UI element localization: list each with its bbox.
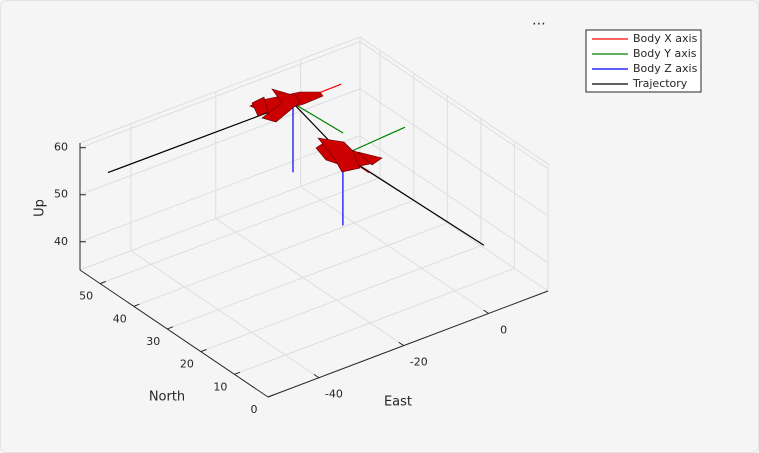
grid-line: [215, 218, 405, 347]
grid-line: [133, 199, 414, 307]
z-tick-label: 50: [54, 188, 68, 201]
legend-label: Body X axis: [633, 32, 698, 45]
y-tick: [234, 371, 241, 375]
grid-line: [359, 41, 549, 170]
aircraft-wing: [261, 88, 301, 123]
y-tick-label: 10: [213, 380, 227, 393]
z-tick-label: 60: [54, 141, 68, 154]
aircraft: [249, 88, 383, 173]
y-tick-label: 20: [180, 358, 194, 371]
grid-line: [234, 267, 515, 375]
y-tick-label: 50: [79, 290, 93, 303]
y-tick-label: 40: [113, 312, 127, 325]
grid-line: [79, 88, 361, 196]
box-edge: [79, 163, 361, 271]
series-line: [107, 102, 485, 246]
grid-line: [200, 245, 482, 353]
x-axis-label: East: [384, 395, 412, 410]
legend-label: Trajectory: [632, 77, 688, 90]
x-tick-label: -40: [325, 388, 343, 401]
y-tick-label: 0: [251, 403, 258, 416]
axes-layer: -40 -20 0 0 10 20 30 40 50 40 50 60 East North Up: [33, 36, 549, 416]
x-axis-line: [267, 290, 549, 398]
grid-line: [359, 135, 549, 264]
grid-line: [167, 222, 448, 330]
legend-label: Body Z axis: [633, 62, 698, 75]
box-edge: [359, 36, 549, 165]
lines-layer: [107, 83, 485, 246]
x-tick: [398, 341, 405, 347]
legend-box: [585, 29, 702, 93]
box-edge: [79, 36, 361, 144]
grid-line: [79, 135, 361, 243]
x-tick: [483, 309, 489, 314]
x-tick: [313, 373, 320, 379]
y-tick-label: 30: [146, 335, 160, 348]
box-edge: [359, 163, 549, 292]
grid-line: [130, 250, 320, 379]
z-axis-label: Up: [33, 199, 48, 217]
x-tick-label: -20: [410, 356, 428, 369]
x-tick-label: 0: [500, 323, 507, 336]
grid-line: [79, 41, 361, 149]
aircraft-tail: [251, 96, 269, 117]
y-axis-line: [79, 269, 269, 398]
y-tick: [133, 303, 140, 307]
legend-label: Body Y axis: [633, 47, 697, 60]
toolbar-menu[interactable]: ⋯: [532, 16, 546, 32]
grid-line: [359, 88, 549, 217]
grid-line: [99, 177, 381, 285]
y-tick: [200, 349, 207, 353]
grid-line: [300, 186, 489, 314]
aircraft-wing: [317, 137, 361, 173]
z-tick-label: 40: [54, 235, 68, 248]
legend: Body X axis Body Y axis Body Z axis Traject…: [585, 29, 702, 93]
y-tick: [267, 394, 274, 398]
aircraft-tail: [357, 151, 383, 166]
y-tick: [99, 281, 106, 285]
y-tick: [167, 326, 174, 330]
y-axis-label: North: [149, 390, 185, 405]
